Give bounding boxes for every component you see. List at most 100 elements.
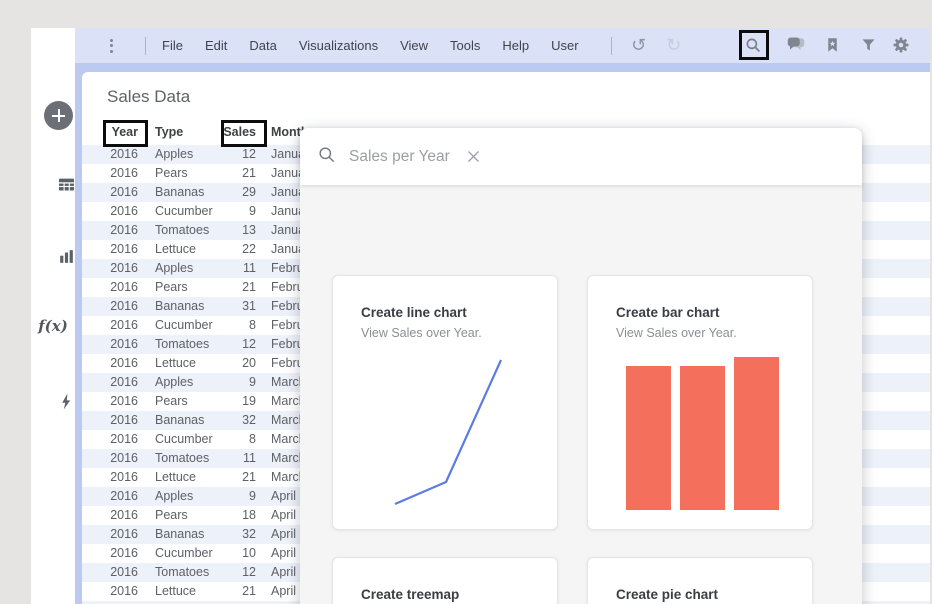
table-cell: Pears [155, 280, 188, 294]
undo-icon[interactable]: ↺ [631, 35, 647, 56]
menu-item-tools[interactable]: Tools [450, 38, 481, 53]
card-create-bar-chart[interactable]: Create bar chart View Sales over Year. [587, 275, 813, 530]
table-cell: 22 [242, 242, 256, 256]
table-cell: 9 [249, 489, 256, 503]
menu-item-edit[interactable]: Edit [204, 38, 228, 53]
table-cell: Apples [155, 489, 194, 503]
table-cell: Tomatoes [155, 565, 210, 579]
card-create-line-chart[interactable]: Create line chart View Sales over Year. [332, 275, 558, 530]
table-cell: 2016 [110, 185, 138, 199]
table-row[interactable]: 2016 Pears 18 April [82, 506, 930, 525]
left-sidebar: f(x) [31, 28, 75, 604]
table-cell: Apples [155, 261, 194, 275]
data-table-icon[interactable] [44, 175, 88, 194]
table-cell: Cucumber [155, 318, 213, 332]
table-cell: 8 [249, 432, 256, 446]
table-cell: 2016 [110, 147, 138, 161]
search-query-text[interactable]: Sales per Year [349, 147, 450, 165]
table-cell: 29 [242, 185, 256, 199]
table-cell: Cucumber [155, 546, 213, 560]
menu-item-data[interactable]: Data [249, 38, 277, 53]
column-header-type[interactable]: Type [155, 125, 184, 139]
table-cell: Cucumber [155, 204, 213, 218]
table-cell: Bananas [155, 413, 205, 427]
table-cell: Tomatoes [155, 337, 210, 351]
table-cell: Bananas [155, 527, 205, 541]
clear-search-icon[interactable] [466, 149, 481, 164]
search-recommendations-overlay: Sales per Year Create line chart View Sal… [300, 128, 862, 604]
table-cell: April [271, 527, 297, 541]
table-cell: April [271, 508, 297, 522]
table-cell: 21 [242, 280, 256, 294]
add-icon[interactable] [44, 101, 73, 130]
table-cell: 2016 [110, 375, 138, 389]
table-cell: 21 [242, 166, 256, 180]
table-cell: Pears [155, 166, 188, 180]
table-cell: Cucumber [155, 432, 213, 446]
card-create-pie-chart[interactable]: Create pie chartCompare Sales per Year. [587, 557, 813, 604]
table-cell: Lettuce [155, 242, 197, 256]
menu-item-help[interactable]: Help [502, 38, 530, 53]
table-cell: 18 [242, 508, 256, 522]
table-cell: 21 [242, 470, 256, 484]
table-cell: 11 [243, 451, 256, 465]
table-cell: 2016 [110, 527, 138, 541]
table-cell: April [271, 489, 297, 503]
redo-icon[interactable]: ↻ [666, 35, 682, 56]
menu-item-user[interactable]: User [551, 38, 579, 53]
actions-icon[interactable] [44, 391, 88, 412]
menu-item-view[interactable]: View [400, 38, 429, 53]
table-row[interactable]: 2016 Lettuce 21 March [82, 468, 930, 487]
table-cell: 2016 [110, 508, 138, 522]
table-row[interactable]: 2016 Cucumber 8 March [82, 430, 930, 449]
table-cell: Pears [155, 508, 188, 522]
table-cell: April [271, 565, 297, 579]
table-cell: Bananas [155, 185, 205, 199]
table-cell: 19 [242, 394, 256, 408]
bookmarks-icon[interactable] [824, 36, 842, 54]
search-icon [317, 145, 336, 169]
table-cell: April [271, 546, 297, 560]
table-cell: March [271, 432, 306, 446]
card-title: Create treemap [361, 587, 460, 602]
table-cell: March [271, 394, 306, 408]
table-cell: 2016 [110, 356, 138, 370]
table-row[interactable]: 2016 Cucumber 10 April [82, 544, 930, 563]
table-cell: Tomatoes [155, 451, 210, 465]
table-cell: 2016 [110, 584, 138, 598]
table-cell: March [271, 470, 306, 484]
search-icon[interactable] [744, 36, 762, 54]
table-cell: 2016 [110, 242, 138, 256]
card-title: Create bar chart [616, 305, 720, 320]
filter-icon[interactable] [860, 36, 878, 54]
card-create-treemap[interactable]: Create treemapView Sales per Year. [332, 557, 558, 604]
table-title: Sales Data [107, 87, 191, 106]
kebab-menu-icon[interactable] [106, 35, 117, 57]
table-cell: 2016 [110, 451, 138, 465]
table-cell: 2016 [110, 261, 138, 275]
table-row[interactable]: 2016 Pears 19 March [82, 392, 930, 411]
bar-chart-preview [626, 357, 779, 510]
menu-item-visualizations[interactable]: Visualizations [298, 38, 379, 53]
card-subtitle: View Sales over Year. [616, 326, 737, 340]
column-header-year[interactable]: Year [111, 125, 138, 139]
visualizations-icon[interactable] [44, 247, 88, 266]
functions-icon[interactable]: f(x) [38, 317, 68, 335]
settings-icon[interactable] [892, 36, 910, 54]
top-menu-bar: File Edit Data Visualizations View Tools Help U… [75, 28, 930, 63]
menu-items: File Edit Data Visualizations View Tools Help U… [151, 28, 590, 63]
menu-item-file[interactable]: File [162, 38, 183, 53]
line-chart-preview [394, 359, 503, 506]
card-title: Create line chart [361, 305, 467, 320]
table-cell: 9 [249, 204, 256, 218]
table-cell: 32 [242, 413, 256, 427]
table-cell: 2016 [110, 280, 138, 294]
column-header-sales[interactable]: Sales [223, 125, 256, 139]
search-bar[interactable]: Sales per Year [300, 128, 862, 185]
table-row[interactable]: 2016 Lettuce 21 April [82, 582, 930, 601]
column-header-month[interactable]: Month [271, 125, 309, 139]
table-cell: 13 [242, 223, 256, 237]
menu-divider [610, 36, 612, 55]
comments-icon[interactable] [786, 36, 805, 54]
table-cell: Lettuce [155, 584, 197, 598]
